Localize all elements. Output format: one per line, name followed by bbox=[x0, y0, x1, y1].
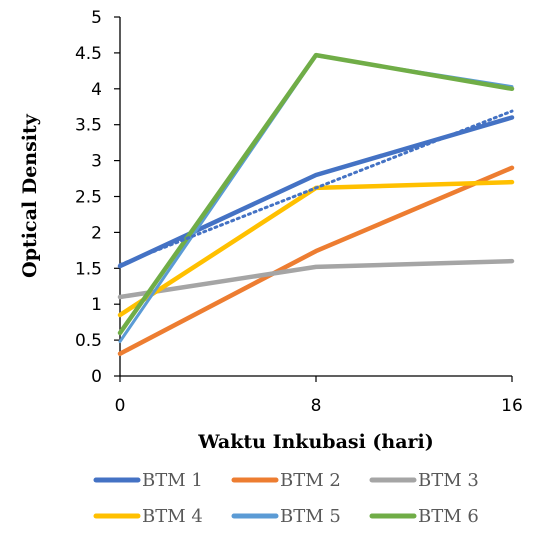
y-tick-label: 5 bbox=[91, 8, 102, 28]
legend-label-btm-5: BTM 5 bbox=[280, 506, 341, 527]
legend-label-btm-3: BTM 3 bbox=[418, 470, 479, 491]
y-tick-label: 1.5 bbox=[75, 259, 102, 279]
y-tick-label: 4.5 bbox=[75, 44, 102, 64]
y-tick-label: 2.5 bbox=[75, 188, 102, 208]
series-line-btm-2 bbox=[117, 165, 515, 356]
y-tick-label: 2 bbox=[91, 223, 102, 243]
series-line-btm-3 bbox=[117, 258, 515, 300]
trendline-btm-1 bbox=[118, 109, 514, 267]
y-tick-label: 3 bbox=[91, 152, 102, 172]
y-axis-title: Optical Density bbox=[19, 113, 41, 278]
legend-label-btm-1: BTM 1 bbox=[142, 470, 203, 491]
y-tick-label: 4 bbox=[91, 80, 102, 100]
y-tick-label: 0 bbox=[91, 367, 102, 387]
series-line-btm-5 bbox=[118, 54, 514, 343]
x-tick-label: 16 bbox=[501, 396, 523, 416]
legend-label-btm-4: BTM 4 bbox=[142, 506, 203, 527]
legend-label-btm-6: BTM 6 bbox=[418, 506, 479, 527]
y-tick-label: 0.5 bbox=[75, 331, 102, 351]
x-axis-title: Waktu Inkubasi (hari) bbox=[197, 431, 434, 453]
x-tick-label: 0 bbox=[115, 396, 126, 416]
y-tick-label: 1 bbox=[91, 295, 102, 315]
y-tick-label: 3.5 bbox=[75, 116, 102, 136]
series-line-btm-6 bbox=[117, 52, 515, 336]
legend-label-btm-2: BTM 2 bbox=[280, 470, 341, 491]
x-tick-label: 8 bbox=[311, 396, 322, 416]
